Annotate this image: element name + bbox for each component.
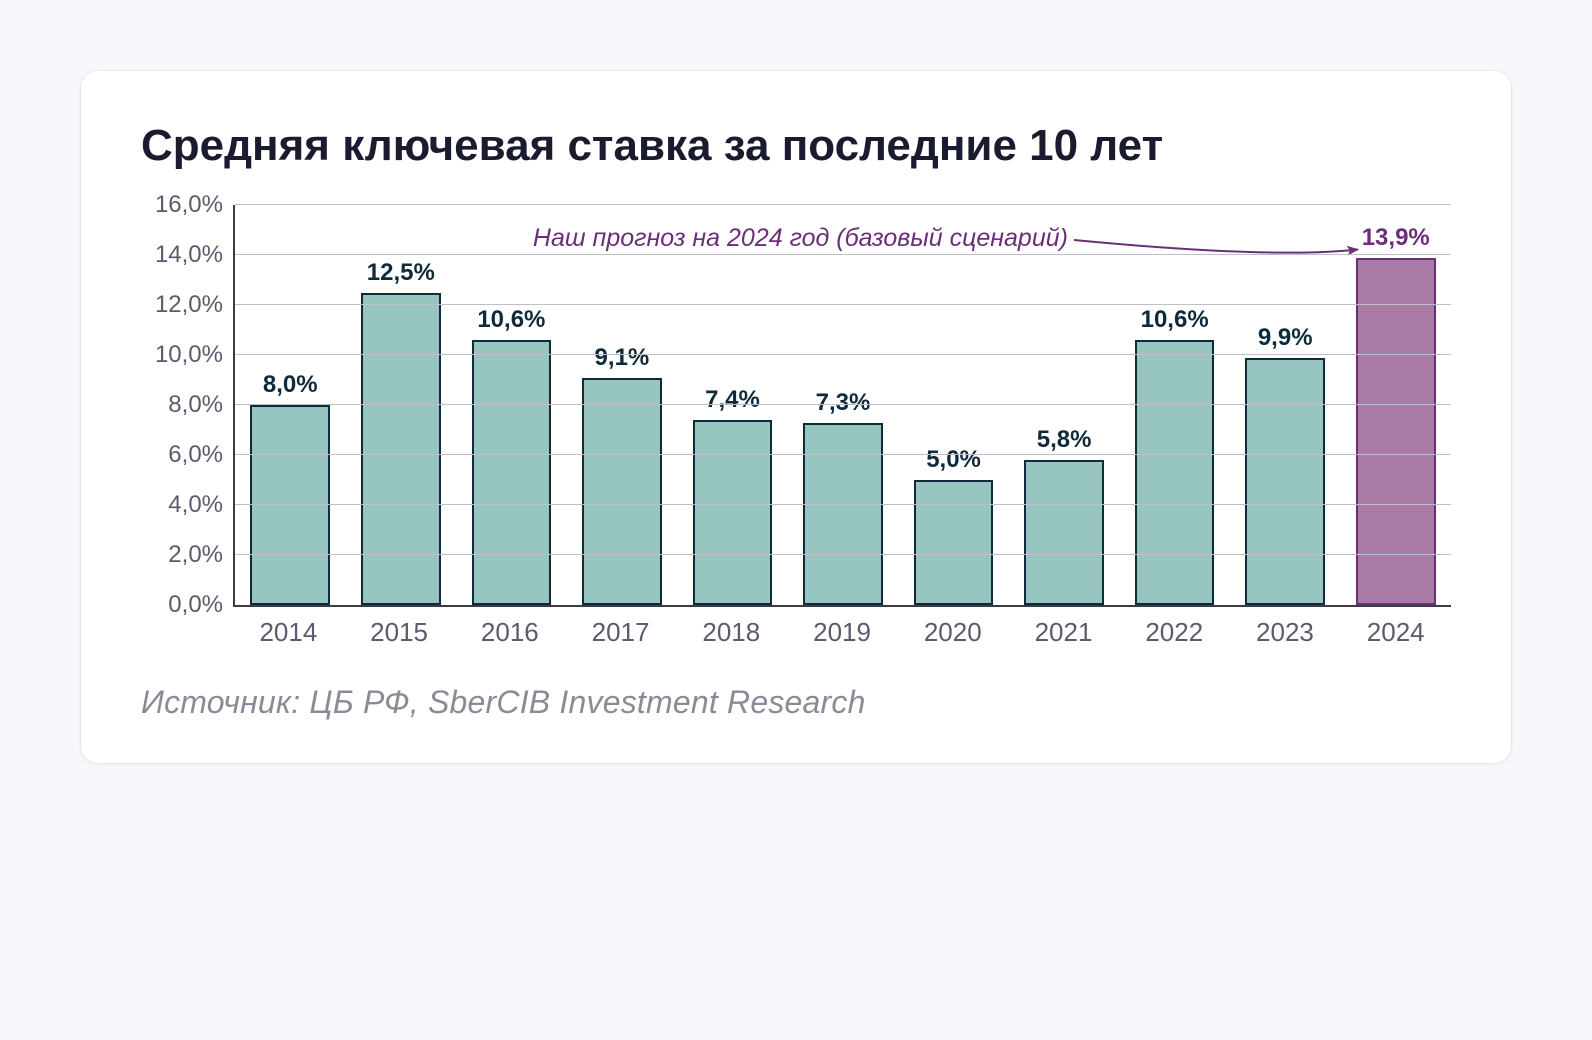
x-tick-label: 2024 bbox=[1340, 617, 1451, 648]
gridline bbox=[235, 204, 1451, 205]
bar-value-label: 10,6% bbox=[1141, 306, 1209, 334]
bar bbox=[1245, 358, 1325, 606]
x-tick-label: 2016 bbox=[454, 617, 565, 648]
y-tick-label: 2,0% bbox=[168, 543, 223, 567]
y-tick-label: 14,0% bbox=[155, 243, 223, 267]
chart-title: Средняя ключевая ставка за последние 10 … bbox=[141, 121, 1451, 171]
gridline bbox=[235, 354, 1451, 355]
y-tick-label: 10,0% bbox=[155, 343, 223, 367]
plot-area: 8,0% 12,5% 10,6% 9,1% 7,4% 7,3% 5,0% 5,8% 10,6% 9… bbox=[233, 205, 1451, 607]
bar bbox=[472, 340, 552, 605]
bar bbox=[693, 420, 773, 605]
bar bbox=[1135, 340, 1215, 605]
bar-value-label: 13,9% bbox=[1362, 224, 1430, 252]
gridline bbox=[235, 454, 1451, 455]
bar-slot: 10,6% bbox=[1119, 205, 1230, 605]
bars-container: 8,0% 12,5% 10,6% 9,1% 7,4% 7,3% 5,0% 5,8% 10,6% 9… bbox=[235, 205, 1451, 605]
bar bbox=[1356, 258, 1436, 606]
chart-card: Средняя ключевая ставка за последние 10 … bbox=[80, 70, 1512, 764]
bar-value-label: 10,6% bbox=[477, 306, 545, 334]
x-tick-label: 2015 bbox=[344, 617, 455, 648]
bar-value-label: 12,5% bbox=[367, 259, 435, 287]
bar bbox=[250, 405, 330, 605]
x-tick-label: 2019 bbox=[787, 617, 898, 648]
x-tick-label: 2014 bbox=[233, 617, 344, 648]
y-tick-label: 16,0% bbox=[155, 193, 223, 217]
x-tick-label: 2023 bbox=[1230, 617, 1341, 648]
y-tick-label: 0,0% bbox=[168, 593, 223, 617]
gridline bbox=[235, 404, 1451, 405]
y-tick-label: 4,0% bbox=[168, 493, 223, 517]
bar-slot: 5,8% bbox=[1009, 205, 1120, 605]
bar-slot: 7,4% bbox=[677, 205, 788, 605]
gridline bbox=[235, 554, 1451, 555]
x-tick-label: 2018 bbox=[676, 617, 787, 648]
bar-slot: 10,6% bbox=[456, 205, 567, 605]
bar-slot: 7,3% bbox=[788, 205, 899, 605]
y-tick-label: 8,0% bbox=[168, 393, 223, 417]
bar-slot: 13,9% bbox=[1340, 205, 1451, 605]
y-axis: 0,0%2,0%4,0%6,0%8,0%10,0%12,0%14,0%16,0% bbox=[141, 205, 233, 605]
bar-value-label: 9,9% bbox=[1258, 324, 1313, 352]
chart-caption: Источник: ЦБ РФ, SberCIB Investment Rese… bbox=[141, 684, 1451, 721]
gridline bbox=[235, 304, 1451, 305]
bar bbox=[582, 378, 662, 606]
y-tick-label: 6,0% bbox=[168, 443, 223, 467]
chart-area: 0,0%2,0%4,0%6,0%8,0%10,0%12,0%14,0%16,0%… bbox=[141, 205, 1451, 648]
x-tick-label: 2020 bbox=[897, 617, 1008, 648]
bar-value-label: 9,1% bbox=[595, 344, 650, 372]
bar-slot: 9,1% bbox=[567, 205, 678, 605]
bar-value-label: 7,4% bbox=[705, 386, 760, 414]
bar-value-label: 7,3% bbox=[816, 389, 871, 417]
bar-value-label: 5,0% bbox=[926, 446, 981, 474]
gridline bbox=[235, 254, 1451, 255]
y-tick-label: 12,0% bbox=[155, 293, 223, 317]
x-tick-label: 2022 bbox=[1119, 617, 1230, 648]
x-tick-label: 2021 bbox=[1008, 617, 1119, 648]
bar-slot: 9,9% bbox=[1230, 205, 1341, 605]
bar bbox=[914, 480, 994, 605]
x-axis: 2014201520162017201820192020202120222023… bbox=[233, 617, 1451, 648]
bar-value-label: 8,0% bbox=[263, 371, 318, 399]
bar-value-label: 5,8% bbox=[1037, 426, 1092, 454]
bar bbox=[361, 293, 441, 606]
bar bbox=[803, 423, 883, 606]
bar-slot: 8,0% bbox=[235, 205, 346, 605]
gridline bbox=[235, 504, 1451, 505]
bar-slot: 5,0% bbox=[898, 205, 1009, 605]
annotation-text: Наш прогноз на 2024 год (базовый сценари… bbox=[533, 224, 1068, 253]
x-tick-label: 2017 bbox=[565, 617, 676, 648]
bar bbox=[1024, 460, 1104, 605]
bar-slot: 12,5% bbox=[346, 205, 457, 605]
